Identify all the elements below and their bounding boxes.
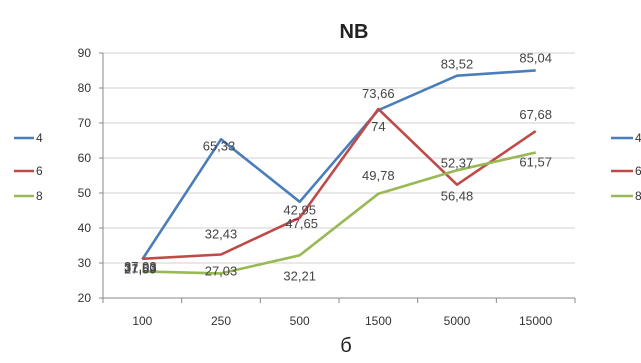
legend-right: 4 6 8: [611, 131, 641, 203]
data-label-series-6: 67,68: [519, 107, 552, 122]
x-tick-label: 1500: [365, 314, 392, 328]
data-label-series-8: 27,03: [205, 263, 238, 278]
y-tick-label: 50: [78, 186, 92, 200]
legend-label-right-4: 4: [635, 131, 641, 145]
legend-label-right-8: 8: [635, 189, 641, 203]
chart-title: NB: [340, 21, 369, 43]
data-label-series-6: 32,43: [205, 226, 238, 241]
series-lines: [142, 70, 536, 273]
data-label-series-6: 74: [371, 119, 385, 134]
y-tick-label: 40: [78, 221, 92, 235]
y-tick-label: 70: [78, 116, 92, 130]
x-tick-label: 250: [211, 314, 231, 328]
x-tick-label: 15000: [519, 314, 553, 328]
legend-label-8: 8: [36, 189, 43, 203]
x-tick-label: 100: [132, 314, 152, 328]
data-label-series-4: 85,04: [519, 50, 552, 65]
data-label-series-4: 73,66: [362, 86, 395, 101]
y-tick-label: 90: [78, 46, 92, 60]
y-tick-label: 20: [78, 291, 92, 305]
data-label-series-6: 52,37: [441, 156, 474, 171]
legend-label-6: 6: [36, 164, 43, 178]
legend-label-right-6: 6: [635, 164, 641, 178]
y-tick-label: 30: [78, 256, 92, 270]
legend-label-4: 4: [36, 131, 43, 145]
data-label-series-8: 32,21: [283, 268, 316, 283]
data-label-series-8: 61,57: [519, 155, 552, 170]
series-line-6: [142, 109, 535, 259]
data-label-series-4: 83,52: [441, 57, 474, 72]
data-label-series-8: 56,48: [441, 188, 474, 203]
data-label-series-8: 49,78: [362, 168, 395, 183]
y-tick-label: 60: [78, 151, 92, 165]
data-label-series-4: 65,33: [203, 138, 236, 153]
y-tick-label: 80: [78, 81, 92, 95]
x-tick-label: 5000: [444, 314, 471, 328]
figure-caption: б: [340, 335, 351, 357]
data-label-extra: 47,65: [285, 216, 318, 231]
data-label-series-8: 27,59: [124, 261, 157, 276]
gridlines: [103, 53, 575, 263]
x-tick-label: 500: [290, 314, 310, 328]
legend-left: 4 6 8: [14, 131, 43, 203]
